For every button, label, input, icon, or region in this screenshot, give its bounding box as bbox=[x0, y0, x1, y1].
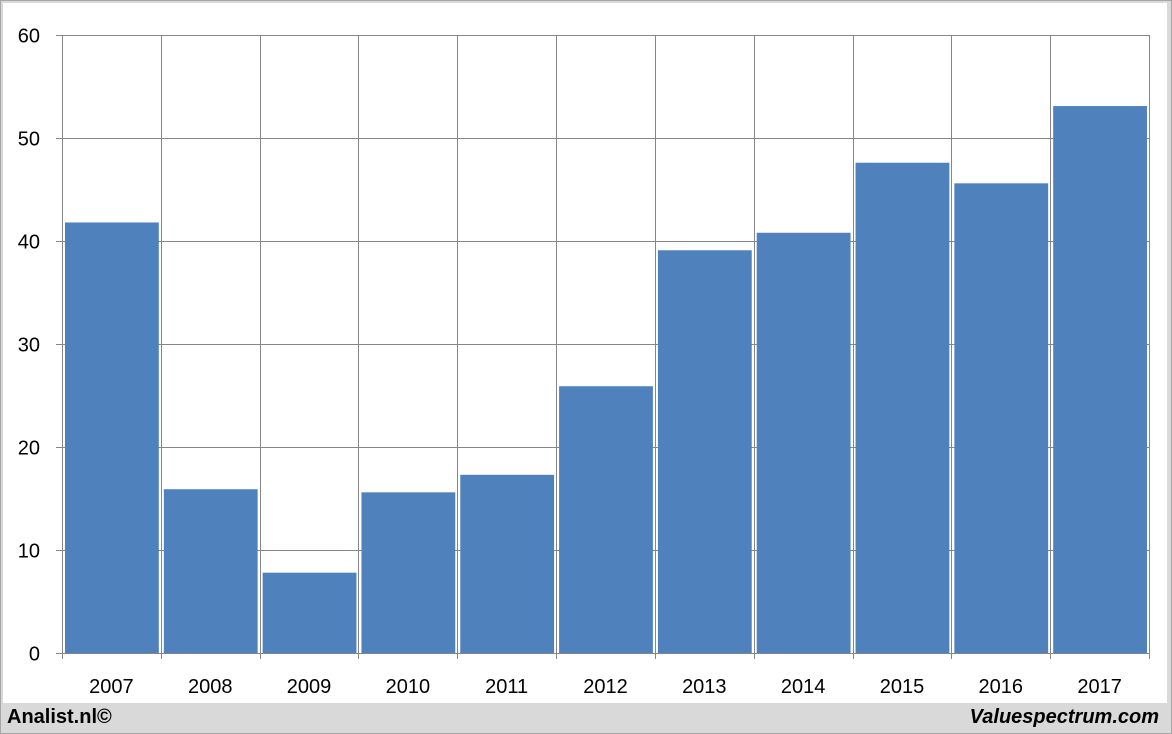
bar-2015 bbox=[855, 162, 950, 653]
axis-layer bbox=[62, 35, 1149, 654]
bar-2017 bbox=[1053, 106, 1147, 653]
chart-plot-area: 0 10 20 30 40 50 60 2007 2008 2009 2010 2011 2012 201… bbox=[3, 3, 1167, 703]
y-tick-label: 40 bbox=[18, 232, 40, 254]
bar-2014 bbox=[756, 232, 851, 653]
grid-layer bbox=[56, 35, 1150, 659]
x-tick-label: 2011 bbox=[485, 676, 528, 698]
bar-2011 bbox=[460, 474, 555, 653]
x-tick-label: 2016 bbox=[979, 676, 1024, 698]
y-tick-label: 60 bbox=[18, 26, 40, 48]
x-tick-label: 2012 bbox=[583, 676, 628, 698]
bar-2008 bbox=[163, 489, 258, 653]
y-tick-label: 10 bbox=[18, 541, 40, 563]
x-tick-label: 2009 bbox=[287, 676, 332, 698]
x-tick-label: 2008 bbox=[188, 676, 233, 698]
y-tick-label: 30 bbox=[18, 335, 40, 357]
x-tick-label: 2013 bbox=[682, 676, 727, 698]
y-tick-label: 0 bbox=[29, 644, 40, 666]
bar-2010 bbox=[361, 492, 456, 653]
y-tick-label: 20 bbox=[18, 438, 40, 460]
x-tick-label: 2015 bbox=[880, 676, 925, 698]
bar-2013 bbox=[657, 250, 752, 653]
x-tick-label: 2017 bbox=[1077, 676, 1122, 698]
x-tick-label: 2007 bbox=[89, 676, 134, 698]
x-tick-label: 2014 bbox=[781, 676, 826, 698]
bar-chart: 0 10 20 30 40 50 60 2007 2008 2009 2010 2011 2012 201… bbox=[18, 26, 1150, 699]
x-tick-label: 2010 bbox=[386, 676, 431, 698]
footer-source-left: Analist.nl© bbox=[7, 706, 112, 728]
bar-2016 bbox=[954, 183, 1049, 653]
bar-2007 bbox=[65, 222, 159, 653]
bar-2009 bbox=[262, 572, 357, 653]
label-layer: 0 10 20 30 40 50 60 2007 2008 2009 2010 2011 2012 201… bbox=[18, 26, 1122, 699]
bar-2012 bbox=[559, 386, 653, 653]
bar-layer bbox=[65, 106, 1147, 653]
y-tick-label: 50 bbox=[18, 129, 40, 151]
footer-source-right: Valuespectrum.com bbox=[969, 706, 1159, 728]
